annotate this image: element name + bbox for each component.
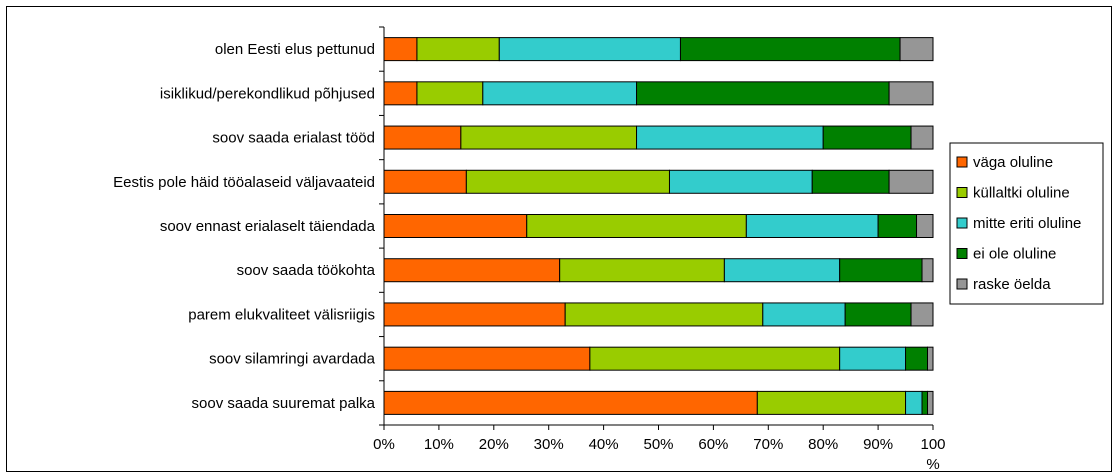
bar-segment-2-5: [888, 81, 934, 106]
bar-segment-7-3: [762, 302, 846, 327]
bar-segment-8-5: [927, 346, 934, 371]
bar-segment-5-2: [526, 214, 747, 238]
bar-segment-7-5: [910, 302, 934, 327]
bar-segment-5-3: [745, 214, 879, 238]
bar-segment-4-3: [668, 169, 813, 194]
x-tick-label: 40%: [589, 436, 619, 453]
legend-box: [949, 142, 1104, 305]
bar-segment-7-2: [564, 302, 764, 327]
category-label: Eestis pole häid tööalaseid väljavaateid: [113, 174, 375, 191]
stacked-bar-chart: 0% 10% 20% 30% 40% 50% 60% 70% 80% 90% 100% olen E…: [113, 26, 1104, 473]
legend-swatch: [956, 278, 968, 290]
bar-segment-9-1: [383, 390, 758, 415]
bar-segment-4-2: [465, 169, 670, 194]
bar-segment-3-2: [460, 125, 638, 150]
x-tick-label: 50%: [643, 436, 673, 453]
legend-label: ei ole oluline: [973, 246, 1056, 263]
bar-segment-5-1: [383, 214, 528, 238]
category-label: soov silamringi avardada: [209, 351, 376, 368]
legend-label: mitte eriti oluline: [973, 215, 1081, 232]
x-tick-label: 70%: [753, 436, 783, 453]
bar-segment-8-2: [589, 346, 841, 371]
category-label: soov saada erialast tööd: [212, 130, 375, 147]
bar-segment-6-5: [921, 258, 934, 283]
bar-segment-7-4: [844, 302, 912, 327]
bar-segment-9-5: [927, 390, 934, 415]
bar-segment-6-3: [723, 258, 841, 283]
category-label: soov saada suuremat palka: [192, 395, 376, 412]
x-tick-label: 80%: [808, 436, 838, 453]
bar-segment-6-1: [383, 258, 561, 283]
chart-frame: 0% 10% 20% 30% 40% 50% 60% 70% 80% 90% 100% olen E…: [6, 6, 1112, 473]
bar-segment-6-2: [559, 258, 725, 283]
bar-segment-2-1: [383, 81, 418, 106]
x-tick-label: 100: [920, 436, 945, 453]
bar-segment-5-5: [916, 214, 934, 238]
bar-segment-3-5: [910, 125, 934, 150]
x-tick-label: 30%: [534, 436, 564, 453]
category-label: isiklikud/perekondlikud põhjused: [160, 85, 375, 102]
bar-segment-2-3: [482, 81, 638, 106]
bar-segment-2-2: [416, 81, 484, 106]
bar-segment-1-3: [498, 37, 681, 62]
legend-label: väga oluline: [973, 154, 1053, 171]
bar-segment-3-1: [383, 125, 462, 150]
bar-segment-1-1: [383, 37, 418, 62]
bar-segment-9-3: [905, 390, 923, 415]
x-tick-label: 60%: [698, 436, 728, 453]
legend-label: raske öelda: [973, 276, 1051, 293]
x-tick-label: 20%: [479, 436, 509, 453]
bar-segment-3-3: [636, 125, 824, 150]
bar-segment-1-4: [679, 37, 901, 62]
x-tick-label: 10%: [424, 436, 454, 453]
x-tick-label: 0%: [373, 436, 395, 453]
category-label: parem elukvaliteet välisriigis: [188, 306, 375, 323]
bar-segment-7-1: [383, 302, 566, 327]
legend-swatch: [956, 248, 968, 259]
bar-segment-8-1: [383, 346, 591, 371]
x-axis-title: %: [926, 456, 939, 473]
bar-segment-9-2: [756, 390, 907, 415]
bar-segment-4-4: [811, 169, 890, 194]
bar-segment-4-5: [888, 169, 934, 194]
x-tick-label: 90%: [863, 436, 893, 453]
bar-segment-1-2: [416, 37, 500, 62]
category-label: olen Eesti elus pettunud: [215, 41, 375, 58]
category-label: soov ennast erialaselt täiendada: [160, 218, 376, 235]
legend-swatch: [956, 187, 968, 198]
legend-swatch: [956, 156, 968, 168]
legend-swatch: [956, 217, 968, 229]
bar-segment-6-4: [839, 258, 923, 283]
bar-segment-8-4: [905, 346, 929, 371]
legend-label: küllaltki oluline: [973, 185, 1070, 202]
bar-segment-1-5: [899, 37, 934, 62]
bar-segment-9-4: [921, 390, 929, 415]
bar-segment-8-3: [839, 346, 907, 371]
bar-segment-2-4: [636, 81, 890, 106]
category-label: soov saada töökohta: [237, 262, 376, 279]
bar-segment-5-4: [877, 214, 918, 238]
bar-segment-3-4: [822, 125, 912, 150]
bar-segment-4-1: [383, 169, 467, 194]
